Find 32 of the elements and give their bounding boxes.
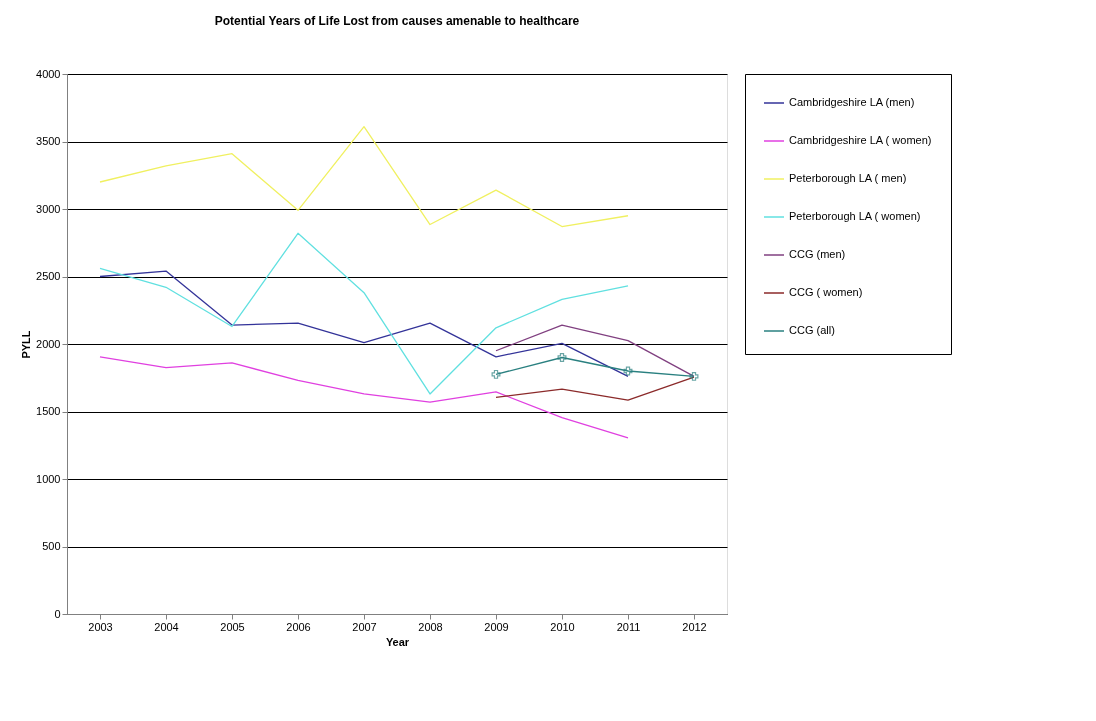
- line-series: [99, 356, 629, 439]
- y-axis-title: PYLL: [20, 330, 33, 359]
- legend-label: CCG ( women): [789, 286, 863, 298]
- line-series: [99, 232, 629, 395]
- y-tick-label: 3000: [36, 202, 61, 215]
- x-tick-label: 2004: [154, 620, 179, 633]
- y-tick-label: 4000: [36, 67, 61, 80]
- x-axis-title: Year: [385, 635, 410, 648]
- x-tick-label: 2010: [550, 620, 575, 633]
- x-tick-label: 2008: [418, 620, 443, 633]
- y-tick-label: 3500: [36, 135, 61, 147]
- x-tick-label: 2005: [220, 620, 245, 633]
- y-tick-label: 500: [42, 540, 61, 552]
- legend-label: CCG (all): [789, 324, 835, 336]
- line-series: [99, 126, 629, 228]
- x-tick-label: 2007: [352, 620, 377, 633]
- x-tick-label: 2012: [682, 620, 707, 633]
- x-tick-label: 2011: [616, 620, 641, 633]
- legend-label: Cambridgeshire LA (men): [789, 96, 915, 108]
- legend-label: CCG (men): [789, 248, 846, 260]
- chart-title: Potential Years of Life Lost from causes amenable to healthcare: [214, 14, 580, 28]
- x-tick-label: 2006: [286, 620, 311, 633]
- legend-label: Peterborough LA ( men): [789, 172, 907, 184]
- legend-label: Cambridgeshire LA ( women): [789, 134, 932, 146]
- y-tick-label: 1500: [36, 405, 61, 417]
- y-tick-label: 2000: [36, 337, 61, 350]
- legend-label: Peterborough LA ( women): [789, 210, 921, 222]
- x-tick-label: 2003: [88, 620, 113, 633]
- y-tick-label: 0: [54, 607, 61, 620]
- y-tick-label: 1000: [36, 472, 61, 485]
- x-tick-label: 2009: [484, 620, 509, 633]
- y-tick-label: 2500: [36, 270, 61, 282]
